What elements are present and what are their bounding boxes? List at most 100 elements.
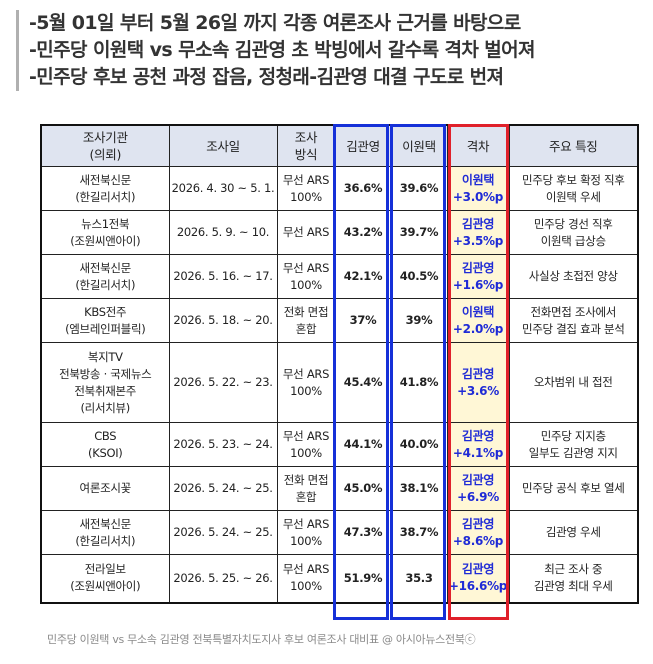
table-row: 새전북신문 (한길리서치) 2026. 5. 16. ~ 17. 무선 ARS 100%… (40, 254, 639, 299)
cell-note-line: 이원택 우세 (545, 189, 601, 204)
cell-org-line: (조원씨앤아이) (70, 233, 141, 248)
cell-method-line: 무선 ARS (282, 428, 330, 443)
cell-date: 2026. 5. 24. ~ 25. (168, 466, 278, 511)
cell-gap-line: +2.0%p (452, 321, 504, 336)
poll-comparison-table: 조사기관 (의뢰) 조사일 조사 방식 김관영 이원택 격차 주요 특징 새전북신문 (한길리서치… (40, 124, 639, 604)
cell-kim: 44.1% (334, 422, 392, 467)
cell-method-line: 무선 ARS (282, 366, 330, 381)
header-lee: 이원택 (390, 124, 448, 167)
cell-gap-line: 이원택 (461, 172, 495, 187)
cell-gap-line: 김관영 (461, 472, 495, 487)
cell-method: 무선 ARS (276, 210, 336, 255)
cell-kim: 37% (334, 298, 392, 343)
cell-note-line: 오차범위 내 접전 (533, 375, 613, 389)
cell-method-line: 무선 ARS (282, 516, 330, 531)
table-body: 새전북신문 (한길리서치) 2026. 4. 30 ~ 5. 1. 무선 ARS 100… (40, 166, 639, 603)
cell-date: 2026. 5. 16. ~ 17. (168, 254, 278, 299)
cell-org-line: (한길리서치) (75, 533, 136, 548)
cell-method-line: 혼합 (295, 489, 317, 504)
cell-note-line: 민주당 후보 확정 직후 (521, 172, 625, 187)
cell-method-line: 100% (290, 277, 322, 292)
cell-org: 뉴스1전북 (조원씨앤아이) (40, 210, 170, 255)
cell-gap: 김관영 +8.6%p (446, 510, 510, 555)
cell-gap: 김관영 +16.6%p (446, 554, 510, 603)
cell-note-line: 이원택 급상승 (540, 233, 606, 248)
cell-gap: 김관영 +3.5%p (446, 210, 510, 255)
cell-method: 무선 ARS 100% (276, 554, 336, 603)
cell-method-line: 100% (290, 189, 322, 204)
cell-date: 2026. 4. 30 ~ 5. 1. (168, 166, 278, 211)
cell-gap: 김관영 +1.6%p (446, 254, 510, 299)
cell-gap-line: +1.6%p (452, 277, 504, 292)
cell-date: 2026. 5. 22. ~ 23. (168, 342, 278, 423)
cell-method-line: 100% (290, 533, 322, 548)
headline-line-3: -민주당 후보 공천 과정 잡음, 정청래-김관영 대결 구도로 번져 (29, 66, 504, 88)
cell-note-line: 일부도 김관영 지지 (528, 445, 618, 460)
cell-org-line: 여론조시꽃 (79, 481, 132, 495)
cell-note-line: 민주당 공식 후보 열세 (521, 481, 625, 495)
cell-date: 2026. 5. 25. ~ 26. (168, 554, 278, 603)
table-row: 새전북신문 (한길리서치) 2026. 5. 24. ~ 25. 무선 ARS 100%… (40, 510, 639, 555)
table-header-row: 조사기관 (의뢰) 조사일 조사 방식 김관영 이원택 격차 주요 특징 (40, 124, 639, 167)
cell-gap-line: 김관영 (461, 366, 495, 381)
cell-kim: 45.4% (334, 342, 392, 423)
cell-method-line: 무선 ARS (282, 225, 330, 239)
table-row: 여론조시꽃 2026. 5. 24. ~ 25. 전화 면접 혼합 45.0% 38.1%… (40, 466, 639, 511)
header-note: 주요 특징 (508, 124, 639, 167)
table-row: 복지TV 전북방송 · 국제뉴스 전북취재본주 (리서치뷰) 2026. 5. 22. … (40, 342, 639, 423)
cell-lee: 39.6% (390, 166, 448, 211)
cell-org: 복지TV 전북방송 · 국제뉴스 전북취재본주 (리서치뷰) (40, 342, 170, 423)
cell-note: 오차범위 내 접전 (508, 342, 639, 423)
cell-date: 2026. 5. 9. ~ 10. (168, 210, 278, 255)
cell-note: 김관영 우세 (508, 510, 639, 555)
cell-kim: 36.6% (334, 166, 392, 211)
table-row: KBS전주 (엠브레인퍼블릭) 2026. 5. 18. ~ 20. 전화 면접 혼합 3… (40, 298, 639, 343)
headline-line-1: -5월 01일 부터 5월 26일 까지 각종 여론조사 근거를 바탕으로 (29, 12, 521, 34)
cell-org: 새전북신문 (한길리서치) (40, 510, 170, 555)
cell-note-line: 사실상 초접전 양상 (528, 269, 618, 283)
cell-gap-line: 이원택 (461, 304, 495, 319)
cell-method: 무선 ARS 100% (276, 166, 336, 211)
headline-block: -5월 01일 부터 5월 26일 까지 각종 여론조사 근거를 바탕으로 -민… (16, 10, 649, 91)
cell-org-line: 전북방송 · 국제뉴스 (59, 366, 152, 381)
cell-lee: 40.0% (390, 422, 448, 467)
header-lee-line: 이원택 (402, 138, 436, 154)
cell-method-line: 혼합 (295, 321, 317, 336)
cell-org-line: 새전북신문 (79, 172, 132, 187)
cell-note-line: 김관영 최대 우세 (533, 579, 613, 594)
cell-gap-line: +8.6%p (452, 533, 504, 548)
cell-method: 무선 ARS 100% (276, 422, 336, 467)
table-row: 뉴스1전북 (조원씨앤아이) 2026. 5. 9. ~ 10. 무선 ARS 43.2… (40, 210, 639, 255)
cell-date: 2026. 5. 23. ~ 24. (168, 422, 278, 467)
headline-line-2: -민주당 이원택 vs 무소속 김관영 초 박빙에서 갈수록 격차 벌어져 (29, 39, 536, 61)
poll-table-wrapper: 조사기관 (의뢰) 조사일 조사 방식 김관영 이원택 격차 주요 특징 새전북신문 (한길리서치… (40, 124, 639, 620)
cell-gap-line: +16.6%p (448, 579, 508, 594)
cell-note: 사실상 초접전 양상 (508, 254, 639, 299)
cell-org-line: (리서치뷰) (80, 400, 131, 415)
cell-kim: 51.9% (334, 554, 392, 603)
header-org-line: 조사기관 (82, 130, 128, 145)
cell-gap-line: 김관영 (461, 516, 495, 531)
cell-org-line: 새전북신문 (79, 260, 132, 275)
cell-lee: 38.1% (390, 466, 448, 511)
header-method: 조사 방식 (276, 124, 336, 167)
cell-lee: 38.7% (390, 510, 448, 555)
table-row: 새전북신문 (한길리서치) 2026. 4. 30 ~ 5. 1. 무선 ARS 100… (40, 166, 639, 211)
cell-gap: 김관영 +6.9% (446, 466, 510, 511)
cell-gap-line: 김관영 (461, 216, 495, 231)
cell-note-line: 최근 조사 중 (544, 562, 603, 577)
cell-org: 새전북신문 (한길리서치) (40, 254, 170, 299)
cell-org: KBS전주 (엠브레인퍼블릭) (40, 298, 170, 343)
cell-note-line: 민주당 지지층 (540, 428, 606, 443)
cell-org-line: 뉴스1전북 (81, 216, 130, 231)
cell-gap-line: +3.6% (457, 383, 499, 398)
header-note-line: 주요 특징 (549, 138, 598, 154)
cell-note: 전화면접 조사에서 민주당 결집 효과 분석 (508, 298, 639, 343)
cell-lee: 40.5% (390, 254, 448, 299)
cell-org-line: (조원씨앤아이) (70, 579, 141, 594)
cell-gap-line: +6.9% (457, 489, 499, 504)
cell-gap: 이원택 +2.0%p (446, 298, 510, 343)
cell-kim: 45.0% (334, 466, 392, 511)
